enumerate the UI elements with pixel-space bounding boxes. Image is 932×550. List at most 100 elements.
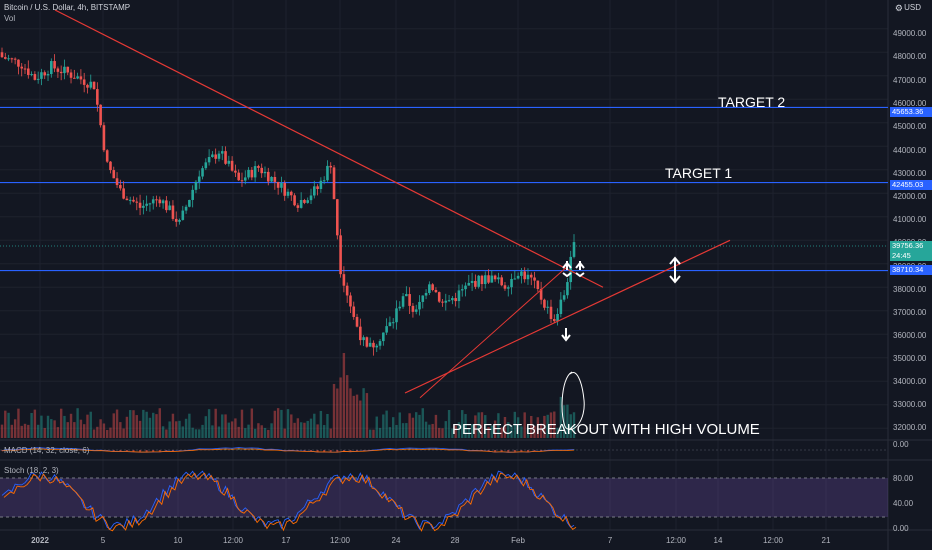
volume-bar	[237, 426, 240, 438]
volume-bar	[349, 388, 352, 438]
volume-bar	[89, 411, 92, 438]
volume-bar	[487, 427, 490, 438]
candle-body	[181, 210, 185, 220]
candle-body	[247, 169, 250, 178]
candle-body	[112, 170, 116, 179]
volume-bar	[313, 413, 316, 438]
volume-bar	[411, 417, 415, 438]
up-down-arrow-icon	[669, 256, 681, 265]
volume-bar	[240, 409, 244, 438]
price-tick: 32000.00	[893, 423, 927, 432]
volume-bar	[125, 416, 129, 438]
candle-body	[490, 275, 494, 283]
candle-body	[319, 180, 323, 189]
time-tick: 5	[100, 536, 106, 545]
price-tick: 34000.00	[893, 377, 927, 386]
candle-body	[372, 342, 375, 348]
candle-body	[250, 169, 254, 178]
candle-body	[566, 282, 569, 296]
macd-histogram-bar	[296, 450, 299, 451]
volume-bar	[408, 413, 411, 438]
candle-body	[506, 287, 510, 289]
candle-body	[82, 79, 86, 85]
channel-line	[419, 268, 566, 399]
candle-body	[138, 202, 142, 208]
candle-body	[26, 68, 30, 75]
candle-body	[533, 277, 536, 281]
volume-bar	[477, 412, 480, 438]
currency-label[interactable]: USD	[904, 3, 921, 12]
candle-body	[119, 185, 122, 189]
volume-bar	[211, 425, 214, 438]
volume-bar	[293, 422, 296, 438]
volume-bar	[461, 410, 464, 438]
volume-bar	[10, 424, 14, 438]
volume-bar	[303, 422, 306, 438]
candle-body	[306, 200, 310, 203]
candle-body	[362, 337, 365, 341]
candle-body	[437, 292, 441, 302]
volume-bar	[322, 425, 326, 438]
volume-bar	[17, 408, 20, 438]
candle-body	[86, 84, 89, 88]
volume-bar	[480, 412, 484, 438]
volume-bar	[23, 423, 27, 438]
candle-body	[447, 300, 451, 302]
candle-body	[128, 199, 132, 201]
macd-histogram-bar	[112, 450, 115, 452]
stoch-tick: 80.00	[893, 474, 914, 483]
candle-body	[336, 199, 339, 236]
volume-bar	[109, 427, 112, 438]
up-down-arrow-icon	[669, 275, 681, 284]
candle-body	[428, 284, 431, 293]
time-tick: 24	[391, 536, 401, 545]
candle-body	[36, 78, 40, 80]
candle-body	[76, 76, 79, 79]
stoch-label[interactable]: Stoch (18, 2, 3)	[4, 466, 59, 475]
volume-bar	[507, 422, 510, 438]
candle-body	[234, 170, 237, 173]
target1-annotation[interactable]: TARGET 1	[665, 165, 733, 181]
candle-body	[536, 280, 540, 289]
volume-bar	[188, 413, 191, 438]
volume-bar	[457, 422, 461, 438]
macd-signal-line	[1, 448, 575, 453]
volume-bar	[46, 415, 50, 438]
candle-body	[451, 298, 454, 301]
candle-body	[431, 284, 434, 291]
macd-histogram-bar	[513, 450, 516, 452]
candle-body	[405, 294, 408, 297]
volume-label[interactable]: Vol	[4, 14, 16, 23]
price-tick: 48000.00	[893, 52, 927, 61]
target2-annotation[interactable]: TARGET 2	[718, 94, 786, 110]
macd-histogram-bar	[540, 450, 543, 451]
volume-bar	[339, 377, 342, 438]
up-arrow-icon	[562, 272, 572, 278]
volume-bar	[470, 424, 474, 438]
symbol-title[interactable]: Bitcoin / U.S. Dollar, 4h, BITSTAMP	[4, 3, 131, 12]
volume-bar	[523, 412, 526, 438]
volume-bar	[99, 419, 102, 438]
volume-bar	[142, 409, 145, 438]
gear-icon[interactable]: ⚙	[894, 3, 903, 13]
volume-bar	[4, 410, 7, 438]
macd-histogram-bar	[303, 450, 306, 451]
breakout-annotation[interactable]: PERFECT BREAKOUT WITH HIGH VOLUME	[452, 421, 760, 438]
candle-body	[220, 151, 224, 154]
candle-body	[145, 203, 148, 206]
volume-bar	[290, 414, 293, 438]
candle-body	[289, 191, 293, 196]
time-tick: 10	[173, 536, 183, 545]
candle-body	[349, 295, 352, 307]
macd-histogram-bar	[573, 449, 575, 451]
volume-bar	[20, 425, 23, 438]
macd-label[interactable]: MACD (14, 32, close, 6)	[4, 446, 90, 455]
volume-bar	[207, 409, 211, 438]
volume-bar	[418, 414, 421, 438]
volume-bar	[562, 405, 566, 438]
candle-body	[178, 219, 181, 222]
candle-body	[79, 76, 83, 80]
volume-bar	[230, 421, 234, 438]
candle-body	[73, 77, 76, 79]
